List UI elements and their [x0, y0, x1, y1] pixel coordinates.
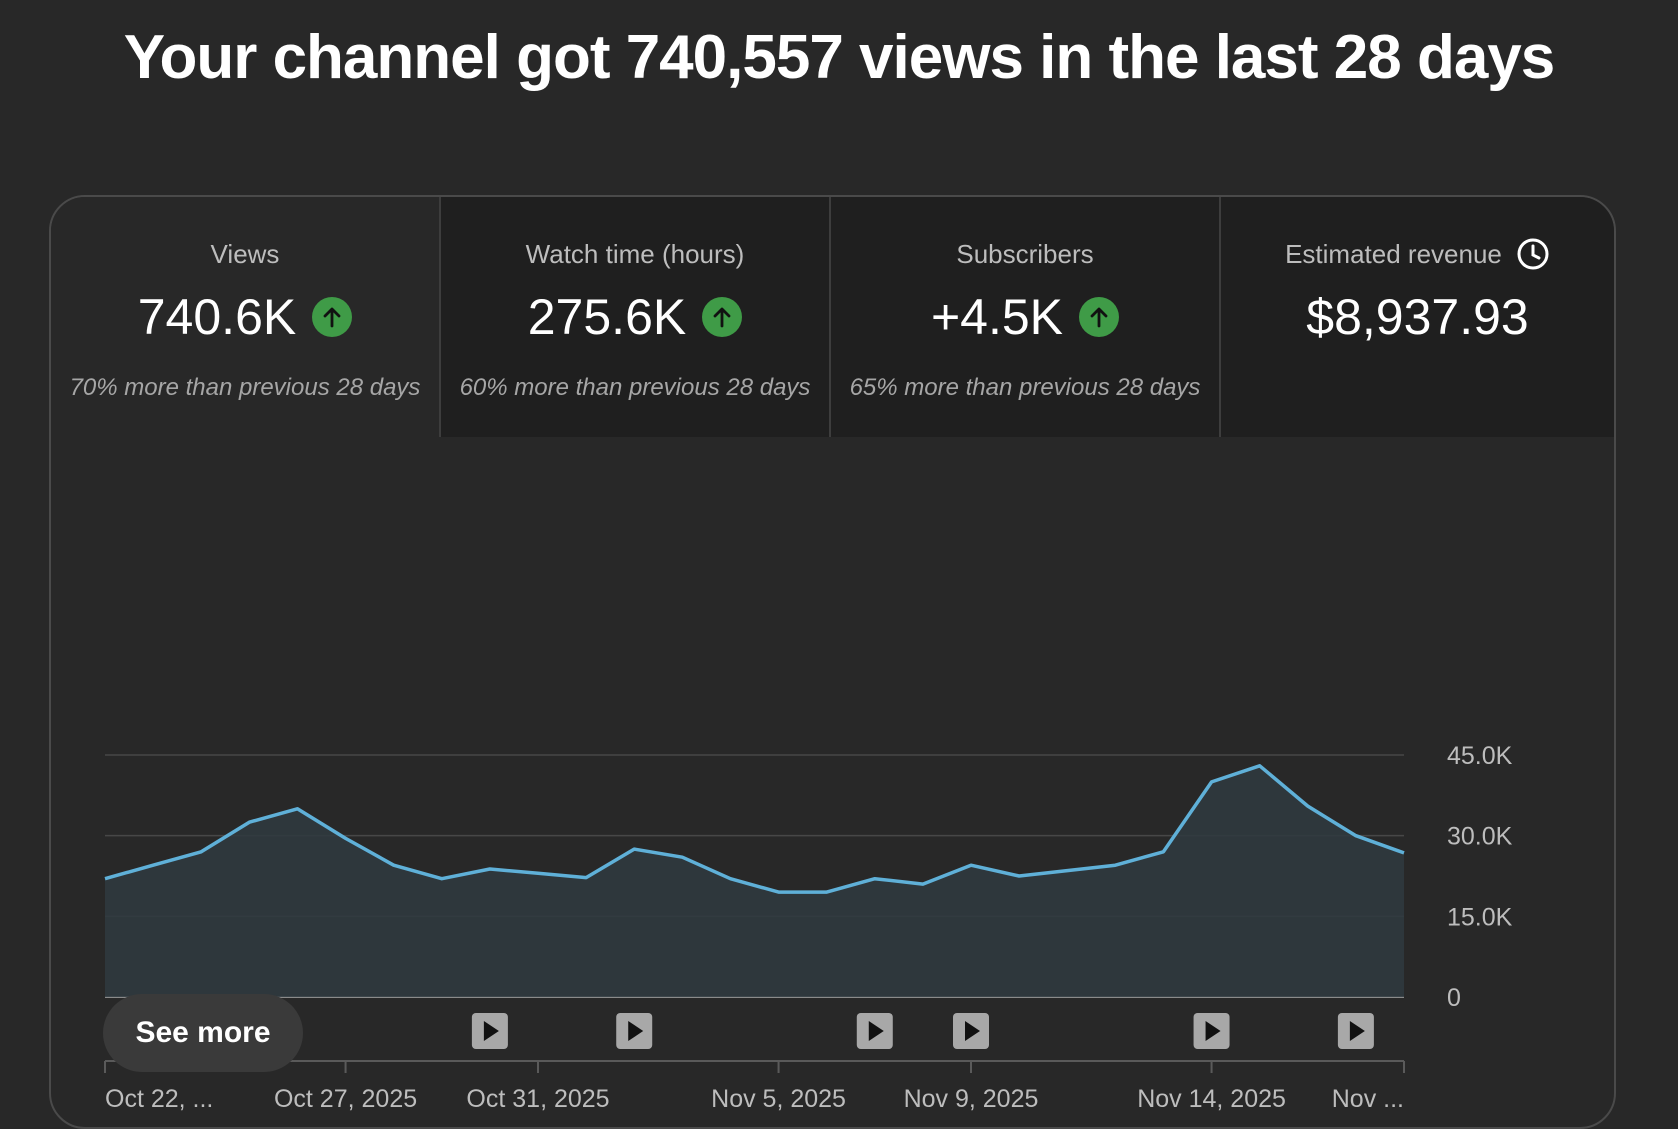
metric-tab-watch-time[interactable]: Watch time (hours) 275.6K 60% more than …: [441, 197, 831, 437]
metric-tab-views[interactable]: Views 740.6K 70% more than previous 28 d…: [51, 197, 441, 437]
metric-tab-estimated-revenue[interactable]: Estimated revenue $8,937.93: [1221, 197, 1614, 437]
metric-value: 740.6K: [137, 289, 297, 345]
metric-label: Watch time (hours): [525, 238, 745, 269]
play-icon: [868, 1021, 884, 1041]
play-icon: [1349, 1021, 1365, 1041]
play-icon: [483, 1021, 499, 1041]
x-tick-label: Nov 5, 2025: [711, 1085, 846, 1113]
y-tick-label: 0: [1447, 984, 1461, 1012]
arrow-up-icon: [1079, 297, 1120, 337]
metric-comparison: 70% more than previous 28 days: [69, 374, 421, 401]
x-tick-label: Nov 9, 2025: [904, 1085, 1039, 1113]
y-tick-label: 45.0K: [1447, 742, 1513, 770]
x-tick-label: Oct 31, 2025: [466, 1085, 609, 1113]
metric-value: 275.6K: [527, 289, 687, 345]
y-tick-label: 30.0K: [1447, 823, 1513, 851]
play-icon: [1205, 1021, 1221, 1041]
x-tick-label: Oct 22, ...: [105, 1085, 213, 1113]
play-icon: [965, 1021, 980, 1041]
metric-label: Estimated revenue: [1285, 238, 1502, 269]
metric-label: Subscribers: [956, 238, 1094, 269]
metric-tabs: Views 740.6K 70% more than previous 28 d…: [51, 197, 1614, 437]
page-title: Your channel got 740,557 views in the la…: [123, 23, 1556, 92]
views-line: [104, 764, 1405, 894]
play-icon: [628, 1021, 644, 1041]
metric-comparison: 60% more than previous 28 days: [459, 374, 811, 401]
views-area: [105, 765, 1404, 997]
metric-value: +4.5K: [930, 289, 1064, 345]
metric-tab-subscribers[interactable]: Subscribers +4.5K 65% more than previous…: [831, 197, 1221, 437]
see-more-button[interactable]: See more: [103, 994, 303, 1072]
x-tick-label: Nov ...: [1332, 1085, 1404, 1113]
clock-icon[interactable]: [1516, 237, 1550, 271]
arrow-up-icon: [702, 297, 743, 337]
arrow-up-icon: [312, 297, 353, 337]
metric-value: $8,937.93: [1306, 289, 1529, 345]
x-tick-label: Oct 27, 2025: [274, 1085, 417, 1113]
metric-label: Views: [210, 238, 280, 269]
metric-comparison: 65% more than previous 28 days: [849, 374, 1201, 401]
overview-card: Views 740.6K 70% more than previous 28 d…: [49, 195, 1616, 1129]
y-tick-label: 15.0K: [1447, 903, 1513, 931]
x-tick-label: Nov 14, 2025: [1137, 1085, 1286, 1113]
